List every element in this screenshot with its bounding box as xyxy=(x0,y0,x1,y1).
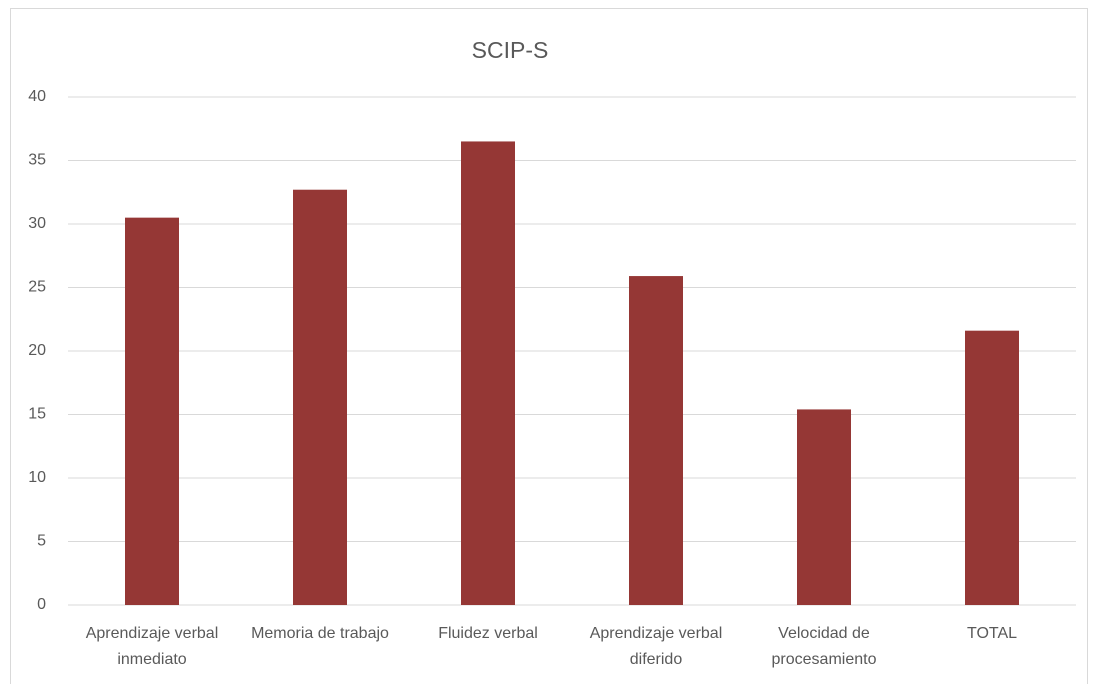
x-tick-label: Memoria de trabajo xyxy=(251,625,389,642)
bar xyxy=(125,217,179,605)
x-tick-label: Aprendizaje verbal inmediato xyxy=(85,625,219,668)
y-tick-label: 25 xyxy=(28,279,46,296)
chart-title: SCIP-S xyxy=(472,37,549,63)
y-tick-label: 0 xyxy=(37,596,46,613)
y-tick-label: 5 xyxy=(37,533,46,550)
chart-frame xyxy=(10,8,1088,684)
x-tick-label: Aprendizaje verbal diferido xyxy=(589,625,723,668)
bar xyxy=(797,409,851,605)
x-tick-label: Velocidad de procesamiento xyxy=(771,625,877,668)
y-tick-label: 35 xyxy=(28,152,46,169)
y-tick-label: 20 xyxy=(28,342,46,359)
y-tick-label: 10 xyxy=(28,469,46,486)
y-tick-label: 15 xyxy=(28,406,46,423)
x-tick-label: Fluidez verbal xyxy=(438,625,538,642)
bar xyxy=(629,276,683,605)
y-tick-label: 40 xyxy=(28,88,46,105)
x-tick-label: TOTAL xyxy=(966,625,1018,642)
bar xyxy=(461,141,515,605)
bar xyxy=(965,330,1019,605)
bar xyxy=(293,189,347,605)
y-tick-label: 30 xyxy=(28,215,46,232)
